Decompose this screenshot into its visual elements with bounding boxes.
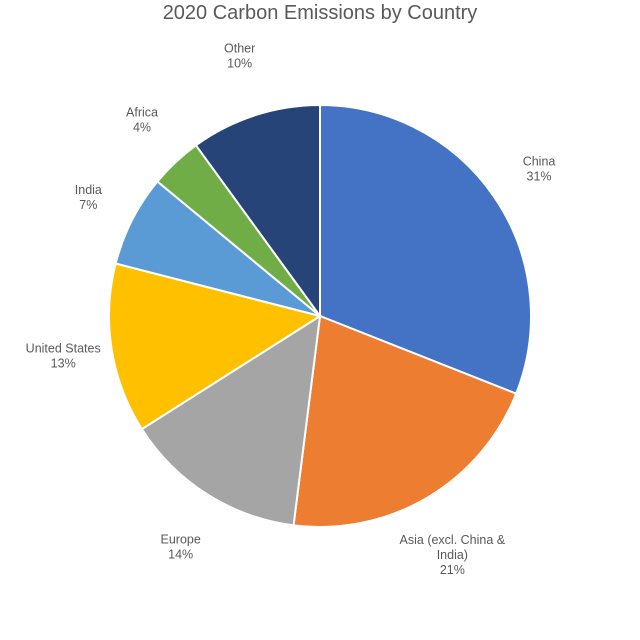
data-label-percent: 21% (440, 563, 465, 577)
chart-title: 2020 Carbon Emissions by Country (162, 2, 478, 24)
data-label-asia-excl-china-india: Asia (excl. China &India)21% (400, 533, 506, 577)
pie-slice-other (194, 103, 321, 320)
pie-slice-europe (140, 314, 322, 527)
data-label-percent: 4% (133, 120, 151, 134)
data-label-category: Europe (161, 532, 201, 546)
data-label-category: United States (26, 341, 101, 355)
data-label-category: Africa (126, 105, 158, 119)
data-label-percent: 7% (79, 198, 97, 212)
data-label-category: Other (224, 42, 255, 56)
data-label-category: Asia (excl. China & (400, 533, 506, 547)
data-label-category: India) (437, 548, 468, 562)
pie-slice-asia-excl-china-india (292, 314, 518, 528)
pie-slice-china (319, 103, 532, 395)
data-label-category: China (523, 155, 556, 169)
data-label-category: India (75, 183, 102, 197)
pie-slice-united-states (108, 262, 323, 431)
data-label-percent: 31% (527, 170, 552, 184)
data-label-percent: 14% (168, 547, 193, 561)
data-label-percent: 13% (51, 356, 76, 370)
data-label-percent: 10% (227, 57, 252, 71)
